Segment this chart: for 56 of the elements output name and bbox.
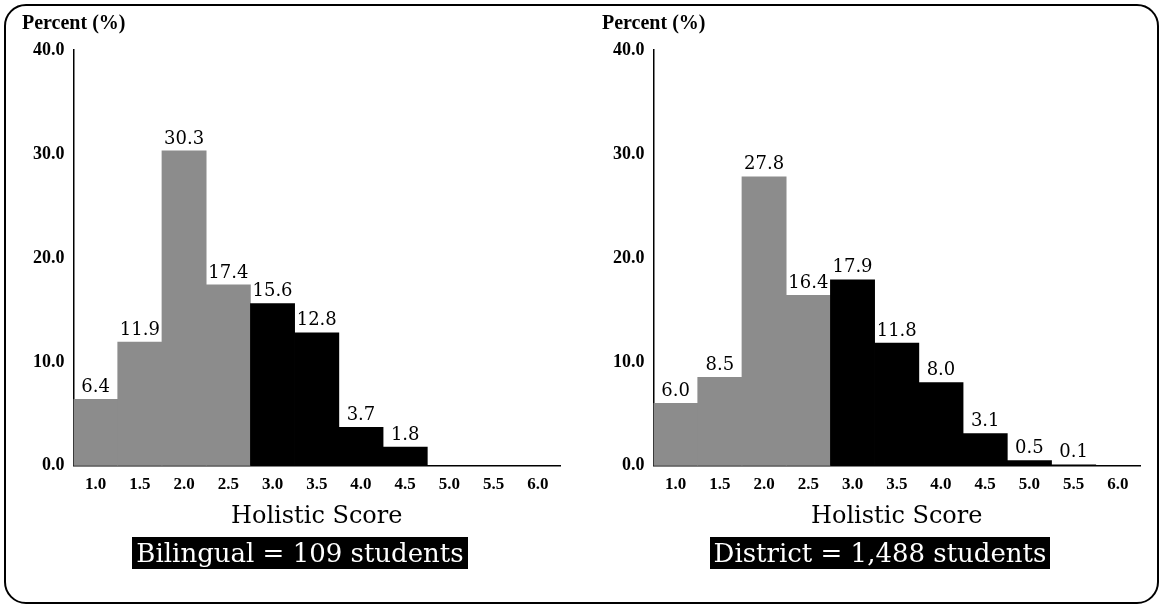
y-tick-label: 30.0 — [613, 142, 645, 163]
x-tick-label: 4.5 — [394, 474, 416, 494]
y-tick-label: 0.0 — [42, 454, 65, 475]
x-tick-label: 1.0 — [84, 474, 107, 494]
data-label: 11.9 — [119, 317, 160, 339]
x-tick-label: 5.0 — [438, 474, 461, 494]
x-axis-title: Holistic Score — [231, 500, 403, 529]
data-label: 8.0 — [926, 358, 956, 380]
y-axis-title: Percent (%) — [22, 11, 126, 35]
data-label: 6.4 — [81, 374, 110, 396]
x-tick-label: 5.5 — [483, 474, 505, 494]
x-tick-label: 6.0 — [1107, 474, 1129, 494]
x-axis-title: Holistic Score — [811, 500, 983, 529]
x-tick-label: 1.0 — [664, 474, 687, 494]
data-label: 3.1 — [970, 409, 1000, 431]
data-label: 15.6 — [252, 279, 293, 301]
data-label: 6.0 — [661, 379, 690, 401]
y-tick-label: 20.0 — [613, 246, 645, 267]
y-tick-label: 40.0 — [33, 38, 65, 59]
data-label: 8.5 — [705, 353, 735, 375]
data-label: 17.4 — [208, 260, 249, 282]
y-tick-label: 20.0 — [33, 246, 65, 267]
x-tick-label: 3.5 — [886, 474, 908, 494]
y-tick-label: 10.0 — [613, 350, 645, 371]
data-label: 1.8 — [390, 422, 420, 444]
x-tick-label: 5.5 — [1063, 474, 1085, 494]
data-label: 0.1 — [1059, 440, 1088, 462]
y-tick-label: 0.0 — [622, 454, 645, 475]
x-tick-label: 3.0 — [841, 474, 864, 494]
x-tick-label: 2.0 — [173, 474, 195, 494]
text: District = 1,488 students — [709, 537, 1051, 569]
x-tick-label: 4.0 — [350, 474, 372, 494]
data-label: 17.9 — [832, 255, 873, 277]
data-label: 16.4 — [788, 270, 829, 292]
x-tick-label: 2.0 — [753, 474, 775, 494]
x-tick-label: 3.5 — [306, 474, 328, 494]
data-label: 30.3 — [164, 126, 205, 148]
y-axis-title: Percent (%) — [602, 11, 706, 35]
data-label: 3.7 — [346, 403, 376, 425]
y-tick-label: 40.0 — [613, 38, 645, 59]
x-tick-label: 5.0 — [1018, 474, 1041, 494]
data-label: 11.8 — [876, 318, 917, 340]
x-tick-label: 1.5 — [129, 474, 151, 494]
x-tick-label: 6.0 — [527, 474, 549, 494]
x-tick-label: 2.5 — [217, 474, 239, 494]
x-tick-label: 3.0 — [261, 474, 284, 494]
data-label: 0.5 — [1015, 436, 1044, 458]
data-label: 27.8 — [744, 152, 785, 174]
x-tick-label: 2.5 — [797, 474, 819, 494]
y-tick-label: 30.0 — [33, 142, 65, 163]
x-tick-label: 4.0 — [930, 474, 952, 494]
x-tick-label: 1.5 — [709, 474, 731, 494]
y-tick-label: 10.0 — [33, 350, 65, 371]
text: Bilingual = 109 students — [132, 537, 468, 569]
x-tick-label: 4.5 — [974, 474, 996, 494]
data-label: 12.8 — [296, 308, 337, 330]
